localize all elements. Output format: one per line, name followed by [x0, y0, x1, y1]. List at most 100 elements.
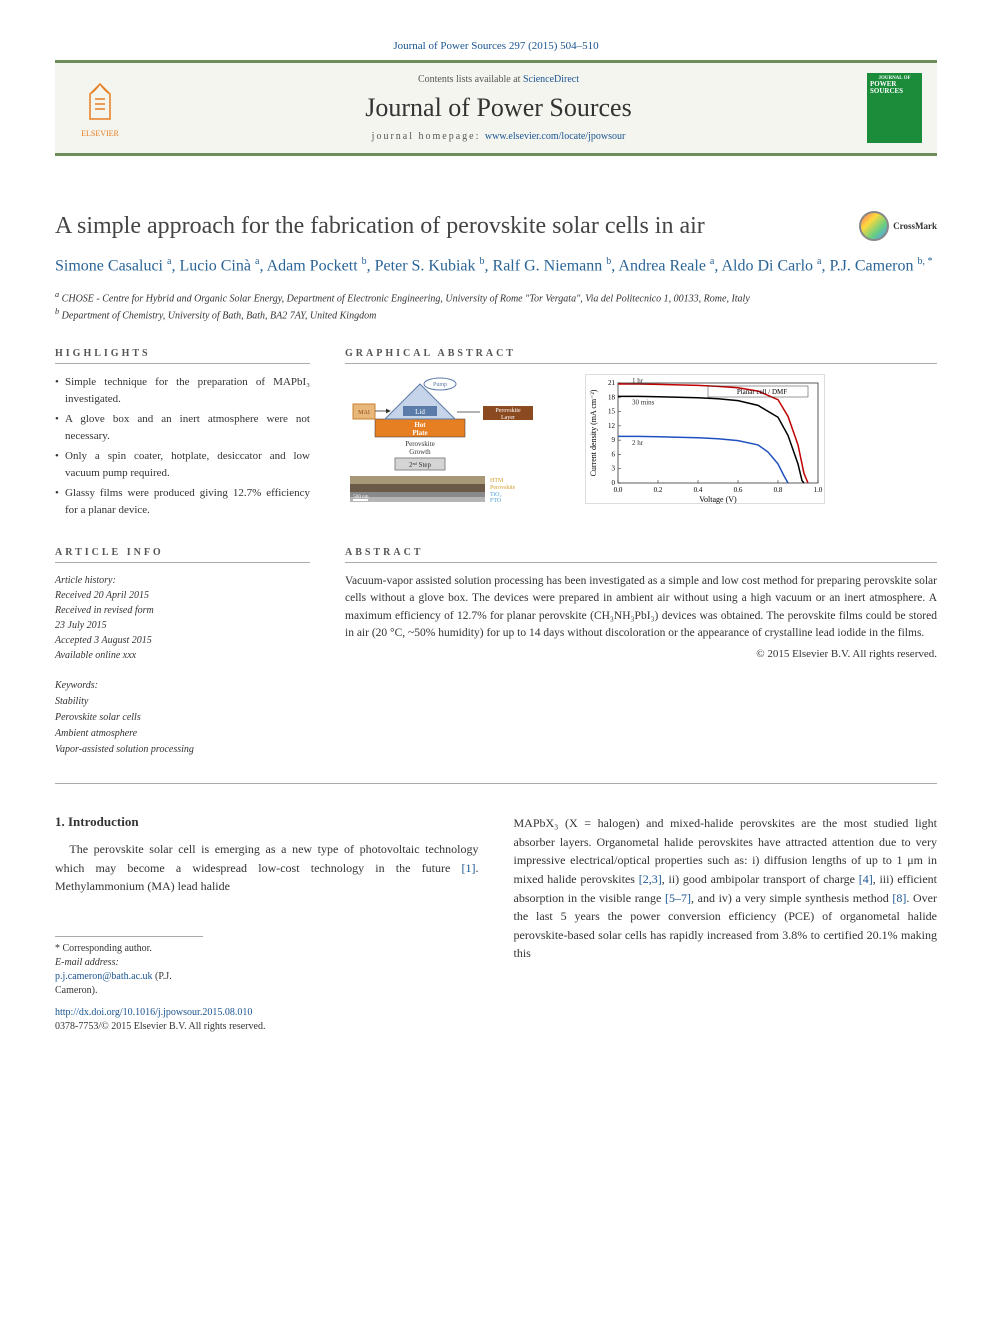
ref-link[interactable]: [5–7] [665, 891, 691, 905]
history-line: 23 July 2015 [55, 618, 310, 633]
sciencedirect-link[interactable]: ScienceDirect [523, 74, 579, 85]
ref-link[interactable]: [2,3] [639, 872, 662, 886]
article-info-label: ARTICLE INFO [55, 547, 310, 563]
journal-name: Journal of Power Sources [145, 93, 852, 123]
author-link[interactable]: Adam Pockett [267, 258, 358, 275]
affiliation-b: Department of Chemistry, University of B… [62, 310, 377, 321]
author-link[interactable]: Ralf G. Niemann [493, 258, 603, 275]
history-line: Received 20 April 2015 [55, 588, 310, 603]
journal-cover-thumb: JOURNAL OF POWER SOURCES [867, 73, 922, 143]
svg-text:1.0: 1.0 [814, 486, 823, 494]
keyword-item: Vapor-assisted solution processing [55, 742, 310, 758]
author-link[interactable]: Lucio Cinà [179, 258, 251, 275]
author-link[interactable]: P.J. Cameron [830, 258, 914, 275]
history-label: Article history: [55, 573, 310, 588]
keyword-item: Perovskite solar cells [55, 710, 310, 726]
journal-header: ELSEVIER Contents lists available at Sci… [55, 60, 937, 156]
crossmark-label: CrossMark [893, 221, 937, 231]
corresponding-author: * Corresponding author. E-mail address: … [55, 936, 203, 998]
svg-text:Plate: Plate [412, 429, 427, 437]
highlight-item: Simple technique for the preparation of … [55, 374, 310, 407]
body-text-col1: The perovskite solar cell is emerging as… [55, 840, 479, 896]
section-heading: 1. Introduction [55, 814, 479, 830]
abstract-label: ABSTRACT [345, 547, 937, 563]
corresponding-email[interactable]: p.j.cameron@bath.ac.uk [55, 971, 153, 982]
svg-text:0.0: 0.0 [614, 486, 623, 494]
history-line: Accepted 3 August 2015 [55, 633, 310, 648]
svg-text:9: 9 [612, 436, 616, 444]
affiliation-a: CHOSE - Centre for Hybrid and Organic So… [62, 293, 750, 304]
svg-text:Hot: Hot [414, 421, 426, 429]
contents-prefix: Contents lists available at [418, 74, 523, 85]
svg-text:Planar cell / DMF: Planar cell / DMF [737, 388, 787, 396]
svg-text:21: 21 [608, 379, 616, 387]
svg-text:FTO: FTO [490, 498, 502, 504]
issn-line: 0378-7753/© 2015 Elsevier B.V. All right… [55, 1020, 479, 1034]
email-label: E-mail address: [55, 957, 119, 968]
svg-text:Perovskite: Perovskite [405, 440, 435, 448]
svg-text:6: 6 [612, 451, 616, 459]
svg-text:0.4: 0.4 [694, 486, 703, 494]
svg-text:1 hr: 1 hr [632, 377, 644, 385]
ref-link[interactable]: [4] [859, 872, 873, 886]
highlights-list: Simple technique for the preparation of … [55, 374, 310, 518]
ga-diagram: Hot Plate Lid Pump MAI [345, 374, 575, 504]
svg-text:30 mins: 30 mins [632, 399, 655, 407]
svg-text:18: 18 [608, 393, 616, 401]
keywords: Keywords: StabilityPerovskite solar cell… [55, 678, 310, 758]
footer: http://dx.doi.org/10.1016/j.jpowsour.201… [55, 1006, 479, 1034]
history-line: Received in revised form [55, 603, 310, 618]
svg-text:Voltage (V): Voltage (V) [699, 495, 737, 504]
elsevier-logo: ELSEVIER [70, 73, 130, 143]
citation: Journal of Power Sources 297 (2015) 504–… [55, 40, 937, 52]
corresponding-label: * Corresponding author. [55, 942, 203, 956]
highlight-item: Glassy films were produced giving 12.7% … [55, 485, 310, 518]
article-title: A simple approach for the fabrication of… [55, 211, 844, 242]
author-link[interactable]: Simone Casaluci [55, 258, 163, 275]
svg-text:MAI: MAI [358, 410, 370, 416]
svg-text:2 hr: 2 hr [632, 439, 644, 447]
article-info: Article history: Received 20 April 2015R… [55, 573, 310, 663]
svg-text:Perovskite: Perovskite [495, 408, 521, 414]
svg-text:Growth: Growth [409, 448, 431, 456]
keywords-label: Keywords: [55, 678, 310, 694]
ga-chart: 0369121518210.00.20.40.60.81.01 hr30 min… [585, 374, 825, 504]
copyright: © 2015 Elsevier B.V. All rights reserved… [345, 648, 937, 660]
svg-text:Pump: Pump [433, 382, 447, 388]
highlight-item: Only a spin coater, hotplate, desiccator… [55, 448, 310, 481]
ref-link[interactable]: [1] [462, 861, 476, 875]
svg-text:Perovskite: Perovskite [490, 485, 516, 491]
divider [55, 783, 937, 784]
svg-text:12: 12 [608, 422, 616, 430]
highlights-label: HIGHLIGHTS [55, 348, 310, 364]
crossmark-icon [859, 211, 889, 241]
svg-text:Current density (mA cm⁻²): Current density (mA cm⁻²) [589, 389, 598, 476]
svg-text:15: 15 [608, 408, 616, 416]
elsevier-text: ELSEVIER [81, 129, 119, 138]
graphical-abstract: Hot Plate Lid Pump MAI [345, 374, 937, 504]
author-link[interactable]: Andrea Reale [618, 258, 706, 275]
doi-link[interactable]: http://dx.doi.org/10.1016/j.jpowsour.201… [55, 1007, 252, 1018]
abstract-text: Vacuum-vapor assisted solution processin… [345, 573, 937, 642]
svg-text:0.6: 0.6 [734, 486, 743, 494]
homepage-prefix: journal homepage: [372, 131, 485, 142]
affiliations: a CHOSE - Centre for Hybrid and Organic … [55, 289, 937, 324]
author-link[interactable]: Peter S. Kubiak [375, 258, 476, 275]
crossmark-badge[interactable]: CrossMark [859, 211, 937, 241]
ref-link[interactable]: [8] [892, 891, 906, 905]
author-list: Simone Casaluci a, Lucio Cinà a, Adam Po… [55, 254, 937, 278]
homepage-link[interactable]: www.elsevier.com/locate/jpowsour [485, 131, 625, 142]
svg-text:0.8: 0.8 [774, 486, 783, 494]
svg-text:HTM: HTM [490, 478, 504, 484]
author-link[interactable]: Aldo Di Carlo [722, 258, 814, 275]
keyword-item: Stability [55, 694, 310, 710]
body-text-col2: MAPbX₃ (X = halogen) and mixed-halide pe… [514, 814, 938, 963]
svg-text:Lid: Lid [415, 408, 425, 416]
svg-text:0.2: 0.2 [654, 486, 663, 494]
svg-text:2ⁿᵈ Step: 2ⁿᵈ Step [409, 461, 432, 469]
svg-text:500 nm: 500 nm [353, 495, 368, 500]
graphical-abstract-label: GRAPHICAL ABSTRACT [345, 348, 937, 364]
history-line: Available online xxx [55, 648, 310, 663]
svg-text:3: 3 [612, 465, 616, 473]
highlight-item: A glove box and an inert atmosphere were… [55, 411, 310, 444]
